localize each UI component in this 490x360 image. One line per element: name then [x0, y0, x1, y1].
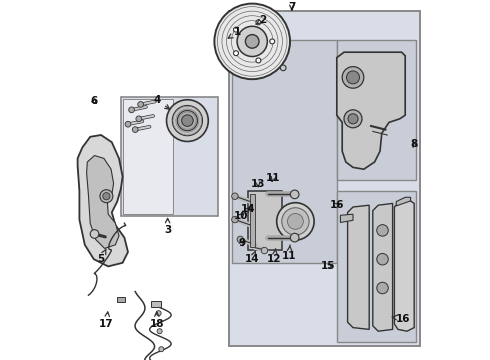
Polygon shape: [373, 203, 392, 331]
Bar: [337, 191, 416, 342]
Circle shape: [234, 27, 239, 32]
Circle shape: [291, 190, 299, 199]
Text: 16: 16: [330, 200, 344, 210]
Text: 3: 3: [164, 219, 171, 235]
Bar: [151, 301, 162, 307]
Circle shape: [215, 4, 290, 79]
Text: 4: 4: [153, 95, 170, 109]
Bar: [121, 97, 218, 216]
Circle shape: [256, 58, 261, 63]
Text: 15: 15: [320, 261, 335, 271]
Circle shape: [157, 329, 162, 334]
Bar: [337, 40, 416, 180]
Circle shape: [377, 225, 388, 236]
Text: 11: 11: [266, 173, 280, 183]
Text: 17: 17: [99, 312, 114, 329]
Text: 11: 11: [282, 245, 296, 261]
Polygon shape: [341, 214, 353, 222]
Circle shape: [177, 111, 197, 131]
Circle shape: [270, 39, 275, 44]
Circle shape: [138, 102, 144, 107]
Circle shape: [377, 282, 388, 294]
Circle shape: [277, 203, 314, 240]
Text: 8: 8: [411, 139, 418, 149]
Text: 6: 6: [90, 96, 98, 106]
Text: 10: 10: [234, 211, 248, 221]
Polygon shape: [396, 197, 411, 206]
Bar: [232, 40, 337, 263]
Circle shape: [232, 193, 238, 199]
Bar: [248, 191, 282, 250]
Bar: [229, 11, 419, 346]
Circle shape: [182, 115, 193, 126]
Circle shape: [100, 190, 113, 203]
Circle shape: [103, 193, 110, 200]
Text: 2: 2: [256, 15, 266, 25]
Circle shape: [237, 236, 244, 243]
Bar: [122, 99, 173, 214]
Circle shape: [282, 208, 309, 235]
Polygon shape: [77, 135, 128, 266]
Circle shape: [344, 110, 362, 128]
Text: 1: 1: [228, 27, 242, 38]
Circle shape: [125, 121, 131, 127]
Circle shape: [291, 233, 299, 242]
Circle shape: [377, 253, 388, 265]
Circle shape: [288, 213, 303, 229]
Circle shape: [167, 100, 208, 141]
Circle shape: [256, 20, 261, 25]
Circle shape: [237, 26, 268, 57]
Text: 5: 5: [98, 249, 106, 264]
Text: 18: 18: [149, 312, 164, 329]
Bar: [117, 297, 125, 302]
Circle shape: [129, 107, 134, 113]
Text: 9: 9: [239, 238, 245, 248]
Text: 13: 13: [251, 179, 265, 189]
Circle shape: [342, 67, 364, 88]
Polygon shape: [347, 205, 369, 329]
Text: 14: 14: [241, 204, 256, 214]
Circle shape: [261, 247, 268, 254]
Circle shape: [90, 230, 99, 238]
Circle shape: [280, 65, 286, 71]
Bar: [250, 194, 255, 247]
Circle shape: [245, 35, 259, 48]
Circle shape: [159, 347, 164, 352]
Circle shape: [136, 116, 142, 122]
Circle shape: [132, 127, 138, 132]
Circle shape: [346, 71, 360, 84]
Polygon shape: [337, 52, 405, 169]
Text: 12: 12: [267, 249, 282, 264]
Text: 14: 14: [245, 251, 260, 264]
Polygon shape: [87, 156, 119, 248]
Polygon shape: [394, 200, 414, 331]
Circle shape: [156, 311, 161, 316]
Text: 7: 7: [288, 2, 295, 12]
Circle shape: [348, 114, 358, 124]
Circle shape: [234, 51, 239, 56]
Circle shape: [172, 105, 202, 136]
Text: 16: 16: [392, 314, 411, 324]
Circle shape: [232, 216, 238, 223]
